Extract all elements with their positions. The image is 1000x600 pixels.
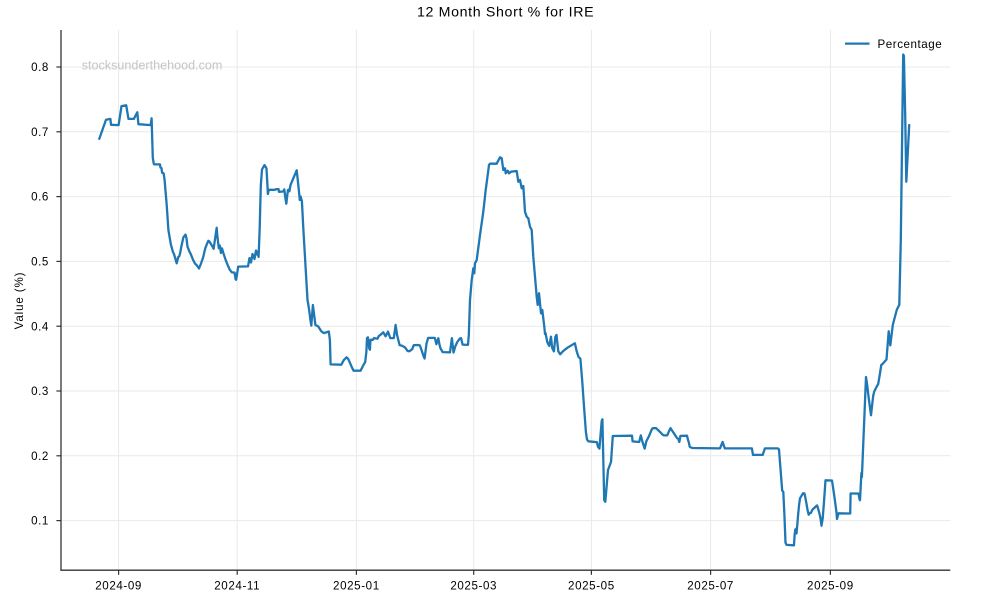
svg-text:2025-05: 2025-05 [568,579,615,592]
svg-text:2024-09: 2024-09 [95,579,142,592]
svg-text:2024-11: 2024-11 [214,579,260,592]
svg-text:2025-07: 2025-07 [687,579,734,592]
svg-text:Percentage: Percentage [878,38,943,51]
svg-text:0.2: 0.2 [31,450,49,463]
svg-text:12 Month Short % for IRE: 12 Month Short % for IRE [417,4,594,20]
svg-text:0.7: 0.7 [31,126,49,139]
svg-text:2025-01: 2025-01 [333,579,380,592]
svg-text:stocksunderthehood.com: stocksunderthehood.com [82,58,223,72]
svg-text:0.6: 0.6 [31,191,49,204]
svg-text:0.3: 0.3 [31,385,49,398]
svg-text:2025-09: 2025-09 [807,579,854,592]
svg-text:2025-03: 2025-03 [450,579,497,592]
svg-text:Value (%): Value (%) [13,272,26,330]
svg-text:0.5: 0.5 [31,256,49,269]
svg-text:0.8: 0.8 [31,61,49,74]
svg-text:0.1: 0.1 [31,515,49,528]
svg-text:0.4: 0.4 [31,320,49,333]
